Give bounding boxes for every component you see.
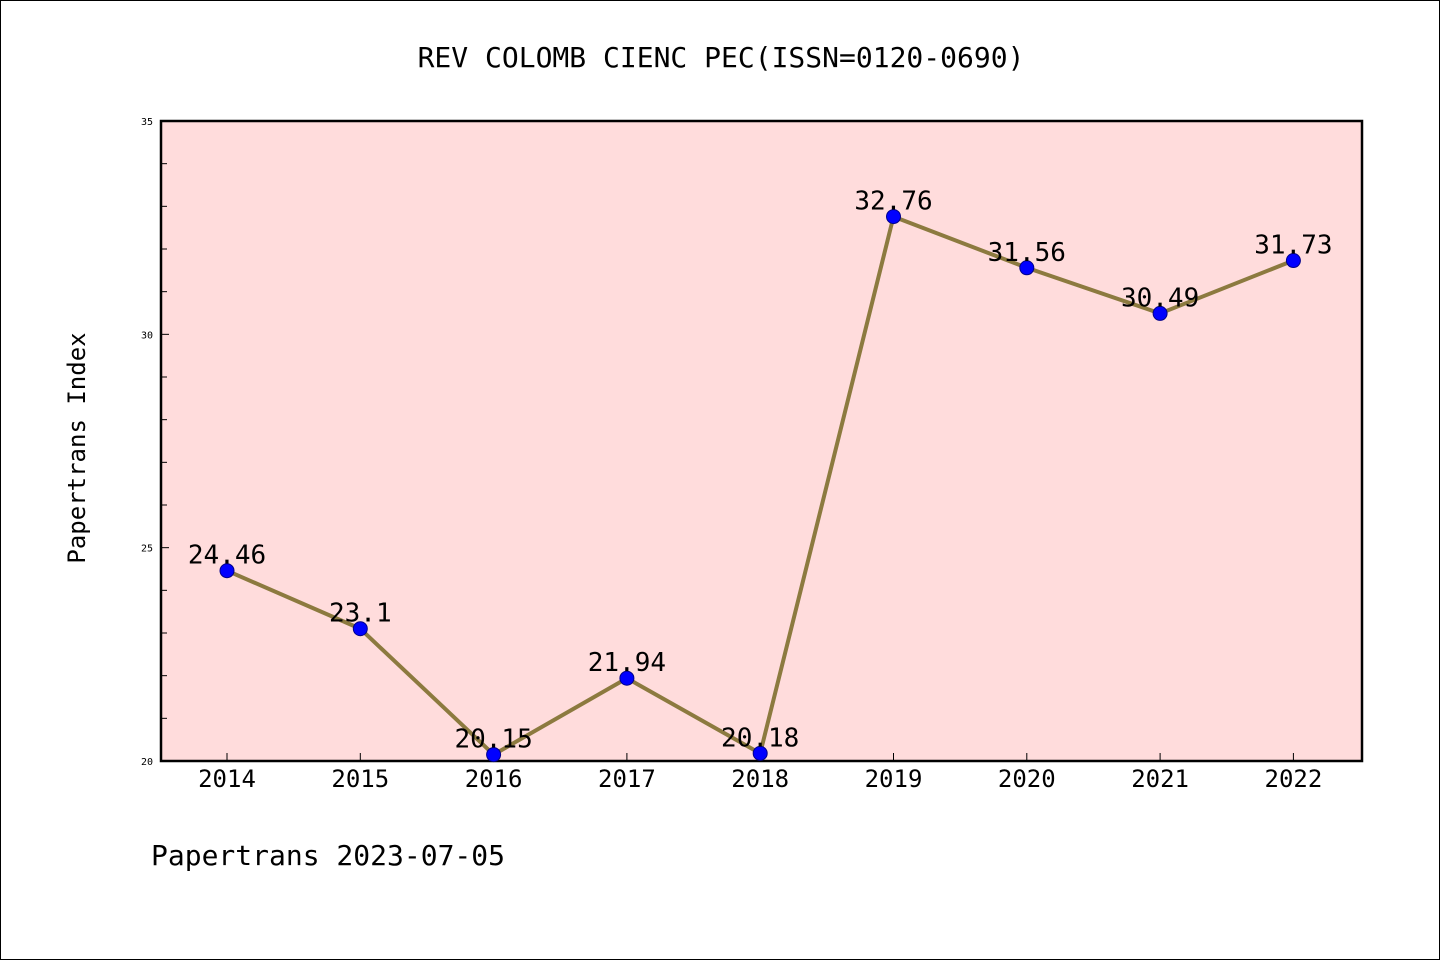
y-axis-label: Papertrans Index bbox=[63, 332, 91, 563]
x-tick-label: 2022 bbox=[1265, 765, 1323, 793]
data-label: 20.15 bbox=[454, 725, 532, 755]
y-tick-label: 25 bbox=[141, 544, 153, 555]
data-point bbox=[1152, 305, 1168, 321]
data-label: 32.76 bbox=[854, 187, 932, 217]
x-tick-label: 2020 bbox=[998, 765, 1056, 793]
y-tick-label: 30 bbox=[141, 330, 153, 341]
data-label: 31.56 bbox=[988, 238, 1066, 268]
chart-title: REV COLOMB CIENC PEC(ISSN=0120-0690) bbox=[418, 41, 1025, 74]
data-point bbox=[1019, 260, 1035, 276]
data-label: 20.18 bbox=[721, 723, 799, 753]
data-point bbox=[352, 621, 368, 637]
plot-area bbox=[159, 119, 1364, 763]
x-tick-label: 2018 bbox=[731, 765, 789, 793]
data-label: 24.46 bbox=[188, 541, 266, 571]
y-axis-ticks: 20 25 30 35 bbox=[141, 117, 169, 768]
x-axis-ticks: 2014 2015 2016 2017 2018 2019 2020 2021 2022 bbox=[198, 753, 1322, 793]
data-label: 30.49 bbox=[1121, 283, 1199, 313]
data-point bbox=[886, 209, 901, 225]
data-point bbox=[219, 563, 235, 579]
x-tick-label: 2021 bbox=[1131, 765, 1189, 793]
series-line-group bbox=[219, 209, 1301, 763]
footer-date: Papertrans 2023-07-05 bbox=[151, 839, 505, 872]
y-tick-label: 35 bbox=[141, 117, 153, 128]
x-tick-label: 2017 bbox=[598, 765, 656, 793]
x-tick-label: 2019 bbox=[865, 765, 923, 793]
x-tick-label: 2015 bbox=[331, 765, 389, 793]
y-tick-label: 20 bbox=[141, 757, 153, 768]
data-point bbox=[619, 670, 635, 686]
data-point bbox=[1285, 253, 1301, 269]
data-point bbox=[752, 745, 768, 761]
data-label: 31.73 bbox=[1254, 231, 1332, 261]
data-label: 23.1 bbox=[329, 599, 392, 629]
x-tick-label: 2014 bbox=[198, 765, 256, 793]
data-label: 21.94 bbox=[588, 648, 666, 678]
data-point bbox=[486, 747, 502, 763]
data-labels: 24.46 23.1 20.15 21.94 20.18 32.76 31.56 30.49 3… bbox=[188, 187, 1333, 755]
x-tick-label: 2016 bbox=[465, 765, 523, 793]
